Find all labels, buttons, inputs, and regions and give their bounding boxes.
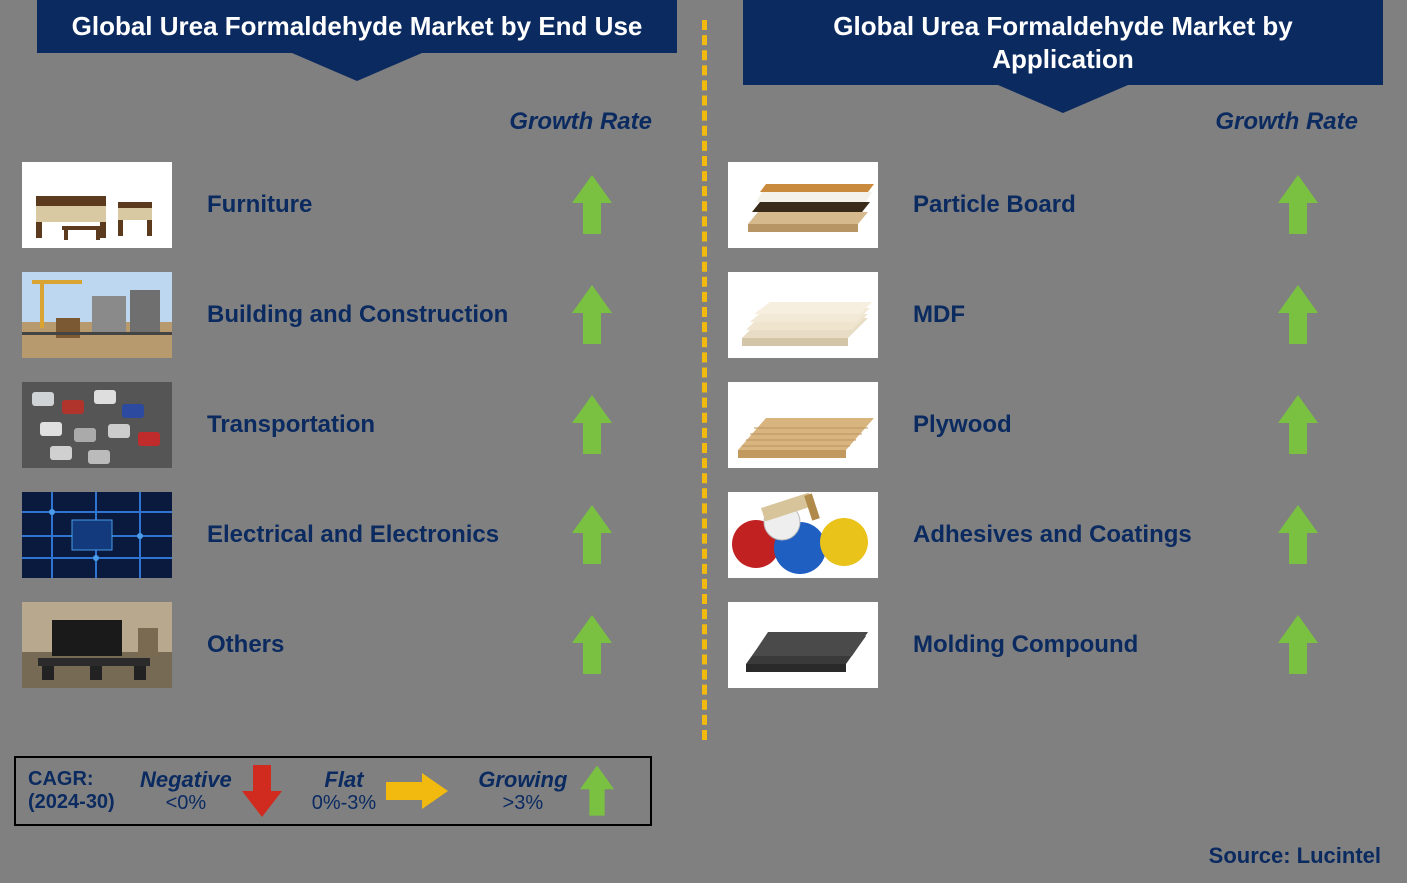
growth-rate-header-left: Growth Rate — [509, 108, 652, 136]
legend-text-negative: Negative <0% — [140, 768, 232, 814]
molding-icon — [728, 602, 878, 688]
legend-cagr-line1: CAGR: — [28, 768, 128, 791]
legend-box: CAGR: (2024-30) Negative <0% Flat 0%-3% … — [14, 756, 652, 826]
source-text: Source: Lucintel — [1209, 843, 1381, 869]
row-construction: Building and Construction — [12, 260, 702, 370]
arrow-up-icon — [572, 615, 612, 675]
thumb-others — [22, 602, 172, 688]
panel-application: Global Urea Formaldehyde Market by Appli… — [718, 0, 1407, 85]
row-others: Others — [12, 590, 702, 700]
arrow-up-icon — [1278, 505, 1318, 565]
arrow-up-icon — [572, 395, 612, 455]
furniture-icon — [22, 162, 172, 248]
panel-end-use: Global Urea Formaldehyde Market by End U… — [12, 0, 702, 53]
arrow-others — [567, 615, 617, 675]
label-transportation: Transportation — [207, 411, 527, 440]
thumb-mdf — [728, 272, 878, 358]
row-furniture: Furniture — [12, 150, 702, 260]
arrow-molding — [1273, 615, 1323, 675]
construction-icon — [22, 272, 172, 358]
legend-item-growing: Growing >3% — [478, 761, 617, 821]
thumb-particle-board — [728, 162, 878, 248]
arrow-up-icon — [580, 766, 614, 817]
legend-item-flat: Flat 0%-3% — [312, 768, 448, 814]
arrow-down-icon — [242, 765, 282, 817]
arrow-up-icon — [1278, 395, 1318, 455]
arrow-up-icon — [572, 175, 612, 235]
legend-item-negative: Negative <0% — [140, 765, 282, 817]
arrow-electronics — [567, 505, 617, 565]
thumb-molding — [728, 602, 878, 688]
legend-text-flat: Flat 0%-3% — [312, 768, 376, 814]
row-plywood: Plywood — [718, 370, 1407, 480]
divider-dashed — [702, 20, 707, 740]
label-plywood: Plywood — [913, 411, 1233, 440]
label-electronics: Electrical and Electronics — [207, 521, 527, 550]
title-banner-application: Global Urea Formaldehyde Market by Appli… — [743, 0, 1383, 85]
rows-application: Particle Board MDF — [718, 150, 1407, 700]
label-construction: Building and Construction — [207, 301, 527, 330]
thumb-adhesives — [728, 492, 878, 578]
title-text: Global Urea Formaldehyde Market by End U… — [72, 11, 643, 41]
row-mdf: MDF — [718, 260, 1407, 370]
thumb-construction — [22, 272, 172, 358]
arrow-transportation — [567, 395, 617, 455]
arrow-up-icon — [572, 285, 612, 345]
legend-cagr: CAGR: (2024-30) — [28, 768, 128, 814]
label-particle-board: Particle Board — [913, 191, 1233, 220]
arrow-up-icon — [1278, 285, 1318, 345]
row-molding: Molding Compound — [718, 590, 1407, 700]
arrow-up-icon — [1278, 615, 1318, 675]
label-adhesives: Adhesives and Coatings — [913, 521, 1233, 550]
title-banner-end-use: Global Urea Formaldehyde Market by End U… — [37, 0, 677, 53]
row-transportation: Transportation — [12, 370, 702, 480]
arrow-furniture — [567, 175, 617, 235]
row-adhesives: Adhesives and Coatings — [718, 480, 1407, 590]
adhesives-icon — [728, 492, 878, 578]
arrow-plywood — [1273, 395, 1323, 455]
arrow-adhesives — [1273, 505, 1323, 565]
legend-label-flat: Flat — [312, 768, 376, 792]
arrow-up-icon — [572, 505, 612, 565]
legend-cagr-line2: (2024-30) — [28, 791, 128, 814]
arrow-construction — [567, 285, 617, 345]
legend-label-negative: Negative — [140, 768, 232, 792]
particleboard-icon — [728, 162, 878, 248]
thumb-transportation — [22, 382, 172, 468]
legend-range-growing: >3% — [478, 792, 567, 814]
arrow-up-icon — [1278, 175, 1318, 235]
thumb-plywood — [728, 382, 878, 468]
legend-range-negative: <0% — [140, 792, 232, 814]
rows-end-use: Furniture Building and Construction — [12, 150, 702, 700]
label-molding: Molding Compound — [913, 631, 1233, 660]
plywood-icon — [728, 382, 878, 468]
electronics-icon — [22, 492, 172, 578]
legend-range-flat: 0%-3% — [312, 792, 376, 814]
row-particle-board: Particle Board — [718, 150, 1407, 260]
thumb-electronics — [22, 492, 172, 578]
others-icon — [22, 602, 172, 688]
transport-icon — [22, 382, 172, 468]
label-others: Others — [207, 631, 527, 660]
thumb-furniture — [22, 162, 172, 248]
legend-label-growing: Growing — [478, 768, 567, 792]
mdf-icon — [728, 272, 878, 358]
label-mdf: MDF — [913, 301, 1233, 330]
label-furniture: Furniture — [207, 191, 527, 220]
arrow-mdf — [1273, 285, 1323, 345]
title-text: Global Urea Formaldehyde Market by Appli… — [833, 11, 1292, 74]
arrow-particle-board — [1273, 175, 1323, 235]
row-electronics: Electrical and Electronics — [12, 480, 702, 590]
growth-rate-header-right: Growth Rate — [1215, 108, 1358, 136]
arrow-right-icon — [386, 773, 448, 809]
legend-text-growing: Growing >3% — [478, 768, 567, 814]
